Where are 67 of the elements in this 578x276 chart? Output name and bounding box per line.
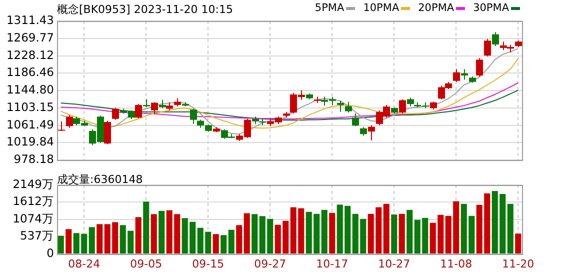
bar bbox=[406, 210, 413, 254]
y-tick-label: 537万 bbox=[20, 228, 54, 243]
candlestick bbox=[190, 108, 197, 124]
legend-label: 10PMA bbox=[363, 2, 400, 14]
x-tick-label: 09-05 bbox=[130, 257, 162, 270]
x-tick-label: 09-15 bbox=[192, 257, 224, 270]
legend-label: 20PMA bbox=[418, 2, 456, 14]
bar bbox=[212, 234, 219, 254]
y-tick-label: 1612万 bbox=[12, 194, 54, 208]
y-tick-label: 1019.84 bbox=[6, 134, 54, 149]
y-tick-label: 2149万 bbox=[12, 176, 54, 191]
y-tick-label: 1061.49 bbox=[6, 117, 54, 132]
x-tick-label: 10-27 bbox=[378, 257, 410, 270]
legend-label: 5PMA bbox=[314, 2, 346, 14]
candlestick bbox=[399, 98, 406, 114]
candlestick bbox=[337, 100, 344, 112]
bar bbox=[244, 213, 250, 254]
x-tick-label: 08-24 bbox=[68, 257, 100, 270]
candlestick bbox=[492, 32, 499, 47]
candlestick bbox=[66, 114, 73, 128]
bar bbox=[391, 214, 398, 254]
bar bbox=[515, 234, 522, 254]
bar bbox=[66, 229, 72, 254]
y-tick-label: 1311.43 bbox=[6, 12, 54, 27]
bar bbox=[383, 204, 390, 254]
candlestick bbox=[461, 68, 468, 80]
bar bbox=[236, 225, 242, 254]
bar bbox=[150, 214, 157, 254]
x-tick-label: 09-27 bbox=[254, 257, 286, 270]
candlestick bbox=[151, 102, 158, 115]
x-tick-label: 10-17 bbox=[316, 257, 348, 270]
bar bbox=[158, 210, 165, 254]
bar bbox=[135, 217, 142, 254]
bar bbox=[398, 214, 405, 254]
y-tick-label: 1228.12 bbox=[6, 48, 54, 62]
bar bbox=[252, 214, 258, 254]
legend-label: 30PMA bbox=[473, 2, 510, 14]
candlestick bbox=[476, 58, 483, 77]
x-tick-label: 11-20 bbox=[502, 257, 534, 270]
annotation: 成交量:6360148 bbox=[57, 172, 143, 187]
candlestick bbox=[345, 101, 352, 114]
bar bbox=[228, 230, 234, 254]
candlestick bbox=[112, 107, 119, 120]
x-tick-label: 11-08 bbox=[440, 257, 472, 270]
y-tick-label: 1144.80 bbox=[6, 82, 54, 97]
y-tick-label: 1103.15 bbox=[6, 100, 54, 114]
bar bbox=[329, 212, 336, 254]
candlestick bbox=[352, 112, 359, 127]
y-tick-label: 1074万 bbox=[12, 212, 54, 226]
candlestick bbox=[58, 120, 65, 132]
candlestick bbox=[368, 124, 375, 141]
y-tick-label: 1186.46 bbox=[6, 65, 54, 80]
candlestick bbox=[135, 103, 142, 119]
bar bbox=[58, 236, 64, 254]
candlestick bbox=[484, 38, 491, 57]
y-tick-label: 978.18 bbox=[14, 152, 54, 166]
bar bbox=[143, 202, 150, 254]
bar bbox=[321, 210, 328, 254]
chart-title: 概念[BK0953] 2023-11-20 10:15 bbox=[57, 2, 233, 17]
bar bbox=[507, 204, 514, 254]
bar bbox=[96, 224, 103, 254]
bar bbox=[88, 227, 95, 254]
y-tick-label: 0 bbox=[46, 246, 54, 260]
bar bbox=[220, 235, 227, 254]
candlestick bbox=[453, 68, 460, 82]
y-tick-label: 1269.77 bbox=[6, 30, 54, 44]
candlestick bbox=[104, 120, 111, 145]
